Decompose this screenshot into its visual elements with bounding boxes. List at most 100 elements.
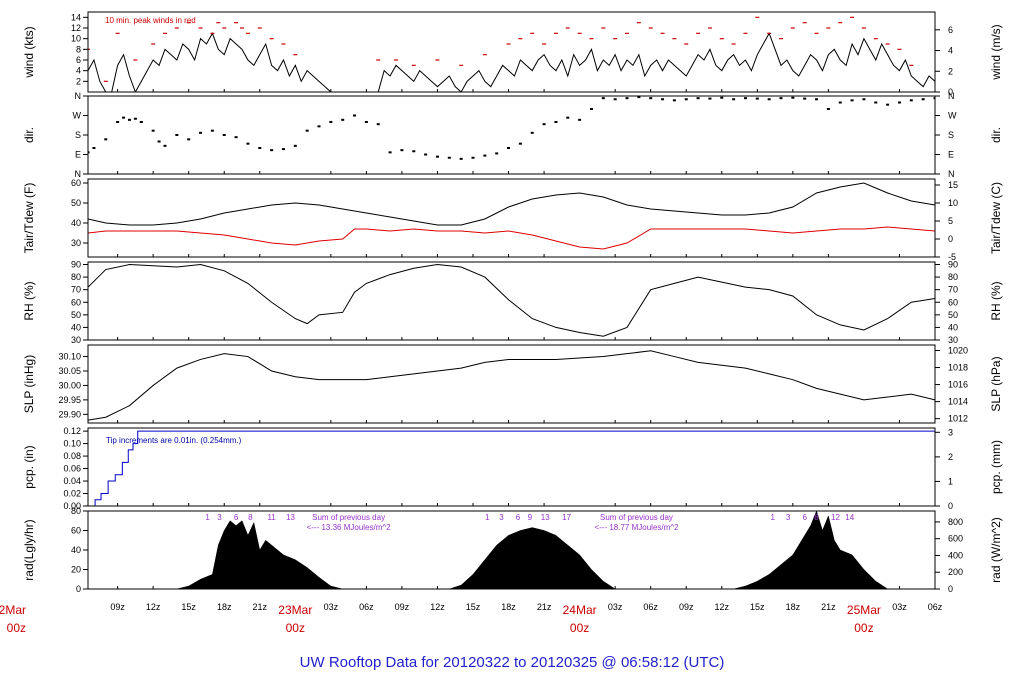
day-label-date: 22Mar bbox=[0, 603, 26, 617]
y-tick-label-left: 0.02 bbox=[63, 489, 81, 499]
direction-point bbox=[281, 148, 285, 151]
y-tick-label-left: 4 bbox=[76, 66, 81, 76]
y-tick-label-right: 200 bbox=[948, 567, 963, 577]
direction-point bbox=[542, 123, 546, 126]
panel-series bbox=[88, 16, 935, 92]
panel-rh: RH (%) RH (%) 30 40 50 60 70 80 90 30 40 50 60 70 80 90 bbox=[22, 260, 1003, 345]
direction-point bbox=[127, 118, 131, 121]
y-tick-label-left: 90 bbox=[71, 260, 81, 270]
y-tick-label-right: 600 bbox=[948, 534, 963, 544]
x-tick-label: 12z bbox=[430, 602, 445, 612]
direction-point bbox=[341, 118, 345, 121]
direction-point bbox=[566, 116, 570, 119]
direction-point bbox=[471, 156, 475, 159]
daily-sum-value: <--- 18.77 MJoules/m^2 bbox=[594, 523, 679, 532]
panel-frame bbox=[87, 510, 936, 590]
direction-point bbox=[122, 116, 126, 119]
direction-point bbox=[767, 98, 771, 101]
y-tick-label-right: 0 bbox=[948, 87, 953, 97]
y-tick-label-right: 70 bbox=[948, 285, 958, 295]
direction-point bbox=[305, 129, 309, 132]
rad-hour-mark: 3 bbox=[499, 513, 504, 522]
x-tick-label: 21z bbox=[821, 602, 836, 612]
direction-point bbox=[507, 147, 511, 149]
y-tick-label-left: 6 bbox=[76, 55, 81, 65]
x-tick-label: 06z bbox=[928, 602, 943, 612]
y-tick-label-left: 0.04 bbox=[63, 476, 81, 486]
direction-point bbox=[518, 142, 522, 145]
y-label-left: SLP (inHg) bbox=[22, 355, 36, 413]
y-tick-label-right: E bbox=[948, 150, 954, 160]
y-tick-label-left: 10 bbox=[71, 34, 81, 44]
y-label-right: SLP (hPa) bbox=[989, 356, 1003, 411]
direction-point bbox=[163, 144, 167, 147]
y-tick-label-left: 20 bbox=[71, 565, 81, 575]
rad-hour-mark: 3 bbox=[217, 513, 222, 522]
y-label-left: dir. bbox=[22, 127, 36, 143]
direction-point bbox=[649, 97, 653, 100]
direction-point bbox=[495, 152, 499, 155]
direction-point bbox=[874, 101, 878, 104]
series-line-tdew bbox=[88, 226, 935, 250]
x-tick-label: 15z bbox=[466, 602, 481, 612]
direction-point bbox=[554, 121, 558, 123]
daily-sum-title: Sum of previous day bbox=[312, 513, 385, 522]
y-tick-label-right: 0 bbox=[948, 234, 953, 244]
y-tick-label-right: 40 bbox=[948, 322, 958, 332]
panel-rad: rad(Lgly/hr) rad (W/m^2)02040608002004006… bbox=[22, 506, 1003, 594]
y-tick-label-left: 29.95 bbox=[58, 395, 81, 405]
direction-point bbox=[435, 155, 439, 158]
y-tick-label-left: 29.90 bbox=[58, 409, 81, 419]
y-label-left: RH (%) bbox=[22, 281, 36, 320]
direction-point bbox=[116, 121, 120, 123]
y-tick-label-right: 0 bbox=[948, 584, 953, 594]
panel-frame bbox=[87, 95, 936, 175]
direction-point bbox=[151, 129, 155, 132]
y-tick-label-left: 30.05 bbox=[58, 366, 81, 376]
y-tick-label-left: 60 bbox=[71, 526, 81, 536]
rad-hour-mark: 3 bbox=[786, 513, 791, 522]
y-tick-label-left: N bbox=[75, 169, 82, 179]
direction-point bbox=[92, 147, 96, 149]
y-tick-label-right: 2 bbox=[948, 452, 953, 462]
y-tick-label-right: 1012 bbox=[948, 414, 968, 424]
y-tick-label-left: 80 bbox=[71, 272, 81, 282]
direction-point bbox=[388, 151, 392, 154]
panel-series bbox=[88, 350, 935, 421]
direction-point bbox=[187, 138, 191, 141]
direction-point bbox=[661, 98, 665, 101]
rad-hour-mark: 11 bbox=[267, 513, 276, 522]
direction-point bbox=[104, 138, 108, 141]
direction-point bbox=[779, 97, 783, 100]
y-tick-label-right: 60 bbox=[948, 297, 958, 307]
y-label-right: wind (m/s) bbox=[989, 24, 1003, 80]
day-label-date: 23Mar bbox=[278, 603, 312, 617]
rad-hour-mark: 8 bbox=[248, 513, 253, 522]
x-tick-label: 21z bbox=[253, 602, 268, 612]
direction-point bbox=[139, 121, 143, 123]
y-tick-label-right: 80 bbox=[948, 272, 958, 282]
day-label-hour: 00z bbox=[570, 621, 589, 635]
y-tick-label-right: 1016 bbox=[948, 380, 968, 390]
rad-hour-mark: 17 bbox=[562, 513, 571, 522]
y-tick-label-left: 0.10 bbox=[63, 439, 81, 449]
rad-hour-mark: 12 bbox=[831, 513, 840, 522]
y-tick-label-right: N bbox=[948, 91, 955, 101]
y-label-right: dir. bbox=[989, 127, 1003, 143]
x-tick-label: 06z bbox=[643, 602, 658, 612]
x-tick-label: 03z bbox=[892, 602, 907, 612]
direction-point bbox=[921, 98, 925, 101]
day-label-hour: 00z bbox=[7, 621, 26, 635]
direction-point bbox=[353, 114, 357, 117]
y-tick-label-left: 40 bbox=[71, 322, 81, 332]
direction-point bbox=[400, 149, 404, 152]
direction-point bbox=[850, 99, 854, 102]
panel-series bbox=[88, 264, 935, 337]
x-tick-label: 18z bbox=[501, 602, 516, 612]
series-line-tair bbox=[88, 182, 935, 226]
direction-point bbox=[589, 108, 593, 110]
y-tick-label-left: 50 bbox=[71, 310, 81, 320]
y-tick-label-right: 1014 bbox=[948, 397, 968, 407]
